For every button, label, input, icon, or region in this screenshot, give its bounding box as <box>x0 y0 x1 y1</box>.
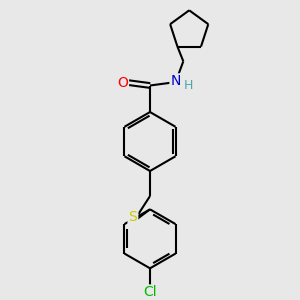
Text: S: S <box>128 210 137 224</box>
Text: O: O <box>117 76 128 90</box>
Text: Cl: Cl <box>143 286 157 299</box>
Text: N: N <box>170 74 181 88</box>
Text: H: H <box>184 79 193 92</box>
